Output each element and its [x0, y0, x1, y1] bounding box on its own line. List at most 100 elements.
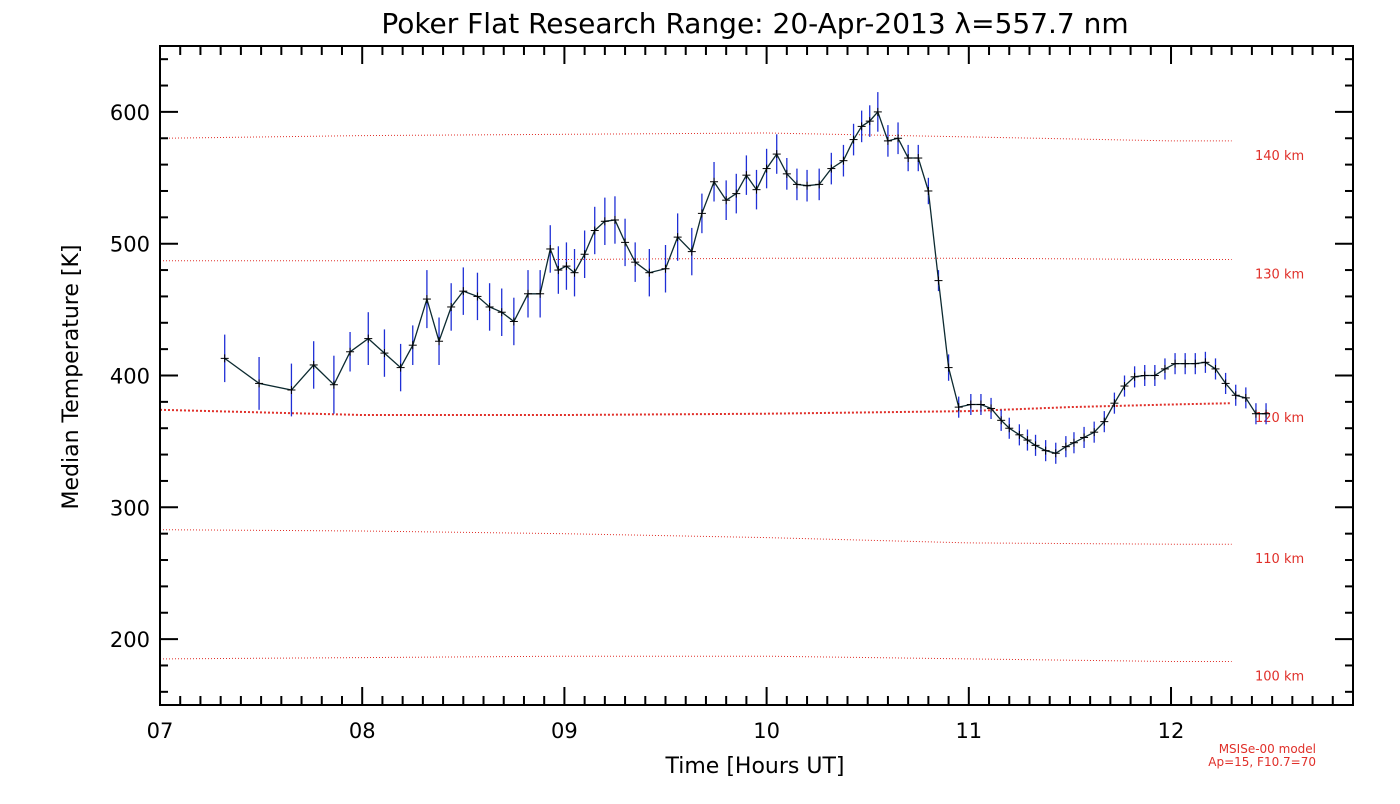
- data-point: [803, 181, 812, 190]
- error-bars: [224, 92, 1267, 464]
- x-tick-label: 09: [551, 719, 578, 743]
- data-point: [732, 189, 741, 198]
- data-point: [954, 403, 963, 412]
- data-point: [497, 308, 506, 317]
- data-point: [1262, 409, 1271, 418]
- data-point: [554, 266, 563, 275]
- data-point: [792, 180, 801, 189]
- data-point: [447, 302, 456, 311]
- data-point: [329, 380, 338, 389]
- data-point: [1251, 409, 1260, 418]
- y-tick-label: 200: [110, 628, 150, 652]
- altitude-label-110-km: 110 km: [1255, 552, 1304, 567]
- data-point: [1221, 379, 1230, 388]
- data-point: [894, 134, 903, 143]
- x-tick-label: 10: [753, 719, 780, 743]
- data-point: [546, 244, 555, 253]
- altitude-label-120-km: 120 km: [1255, 411, 1304, 426]
- y-tick-label: 400: [110, 365, 150, 389]
- data-points: [220, 107, 1271, 458]
- data-point: [883, 136, 892, 145]
- data-point: [536, 289, 545, 298]
- y-tick-label: 300: [110, 496, 150, 520]
- temperature-line: [224, 110, 1267, 455]
- data-point: [1181, 359, 1190, 368]
- data-point: [673, 233, 682, 242]
- data-point: [473, 292, 482, 301]
- data-point: [944, 363, 953, 372]
- data-point: [1120, 382, 1129, 391]
- data-point: [287, 385, 296, 394]
- data-point: [1005, 424, 1014, 433]
- data-point: [309, 360, 318, 369]
- data-point: [752, 185, 761, 194]
- data-point: [1080, 433, 1089, 442]
- data-point: [580, 250, 589, 259]
- chart-title: Poker Flat Research Range: 20-Apr-2013 λ…: [381, 7, 1128, 40]
- data-point: [687, 247, 696, 256]
- data-point: [873, 107, 882, 116]
- altitude-label-100-km: 100 km: [1255, 670, 1304, 685]
- data-point: [645, 268, 654, 277]
- data-point: [459, 287, 468, 296]
- data-point: [631, 258, 640, 267]
- data-point: [1171, 359, 1180, 368]
- data-point: [600, 217, 609, 226]
- data-point: [1150, 371, 1159, 380]
- data-point: [849, 135, 858, 144]
- reference-line-130-km: [160, 257, 1232, 262]
- data-point: [934, 276, 943, 285]
- model-note: MSISe-00 model: [1219, 742, 1316, 756]
- data-point: [904, 154, 913, 163]
- data-point: [742, 171, 751, 180]
- data-point: [827, 164, 836, 173]
- data-point: [1031, 441, 1040, 450]
- data-point: [1023, 436, 1032, 445]
- data-point: [857, 122, 866, 131]
- y-axis-label: Median Temperature [K]: [59, 245, 84, 510]
- data-point: [1061, 442, 1070, 451]
- data-point: [346, 347, 355, 356]
- data-point: [408, 341, 417, 350]
- y-tick-label: 500: [110, 233, 150, 257]
- data-point: [1090, 428, 1099, 437]
- x-tick-label: 11: [955, 719, 982, 743]
- data-point: [610, 215, 619, 224]
- reference-line-110-km: [159, 529, 1232, 545]
- data-point: [1015, 430, 1024, 439]
- data-point: [255, 379, 264, 388]
- altitude-label-130-km: 130 km: [1255, 268, 1304, 283]
- data-point: [562, 262, 571, 271]
- data-point: [524, 289, 533, 298]
- data-point: [570, 268, 579, 277]
- data-point: [772, 150, 781, 159]
- plot-axes: [159, 45, 1354, 706]
- data-point: [1069, 438, 1078, 447]
- data-point: [976, 400, 985, 409]
- data-point: [1241, 393, 1250, 402]
- data-point: [865, 117, 874, 126]
- y-tick-labels: 200 300 400 500 600: [110, 101, 150, 652]
- altitude-reference-lines: [159, 132, 1232, 662]
- y-tick-label: 600: [110, 101, 150, 125]
- data-point: [697, 209, 706, 218]
- data-point: [997, 416, 1006, 425]
- data-point: [1100, 417, 1109, 426]
- data-point: [422, 295, 431, 304]
- data-point: [782, 169, 791, 178]
- x-tick-label: 12: [1158, 719, 1185, 743]
- data-point: [380, 349, 389, 358]
- data-point: [987, 404, 996, 413]
- temperature-series: [224, 110, 1267, 455]
- data-point: [1231, 391, 1240, 400]
- data-point: [509, 317, 518, 326]
- data-point: [590, 226, 599, 235]
- data-point: [924, 186, 933, 195]
- data-point: [1130, 372, 1139, 381]
- data-point: [485, 302, 494, 311]
- reference-line-140-km: [159, 132, 1232, 142]
- data-point: [914, 154, 923, 163]
- data-point: [1051, 449, 1060, 458]
- x-axis-label: Time [Hours UT]: [665, 754, 845, 779]
